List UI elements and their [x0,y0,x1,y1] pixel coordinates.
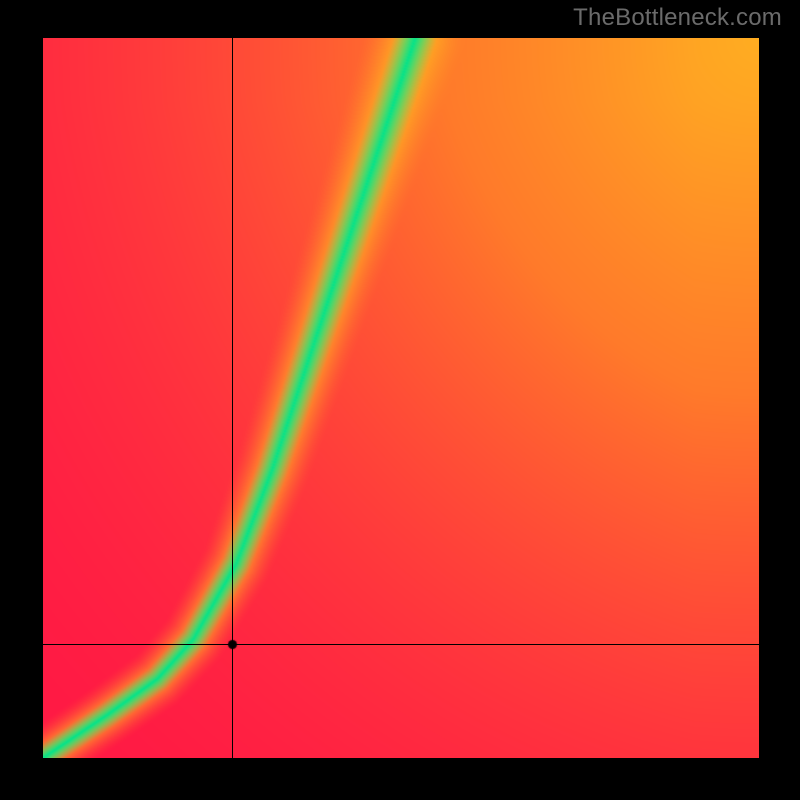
heatmap-canvas [43,38,759,758]
crosshair-dot [227,639,238,650]
crosshair-vertical-line [232,38,233,758]
crosshair-horizontal-line [43,644,759,645]
chart-container: TheBottleneck.com [0,0,800,800]
watermark-label: TheBottleneck.com [573,4,782,32]
